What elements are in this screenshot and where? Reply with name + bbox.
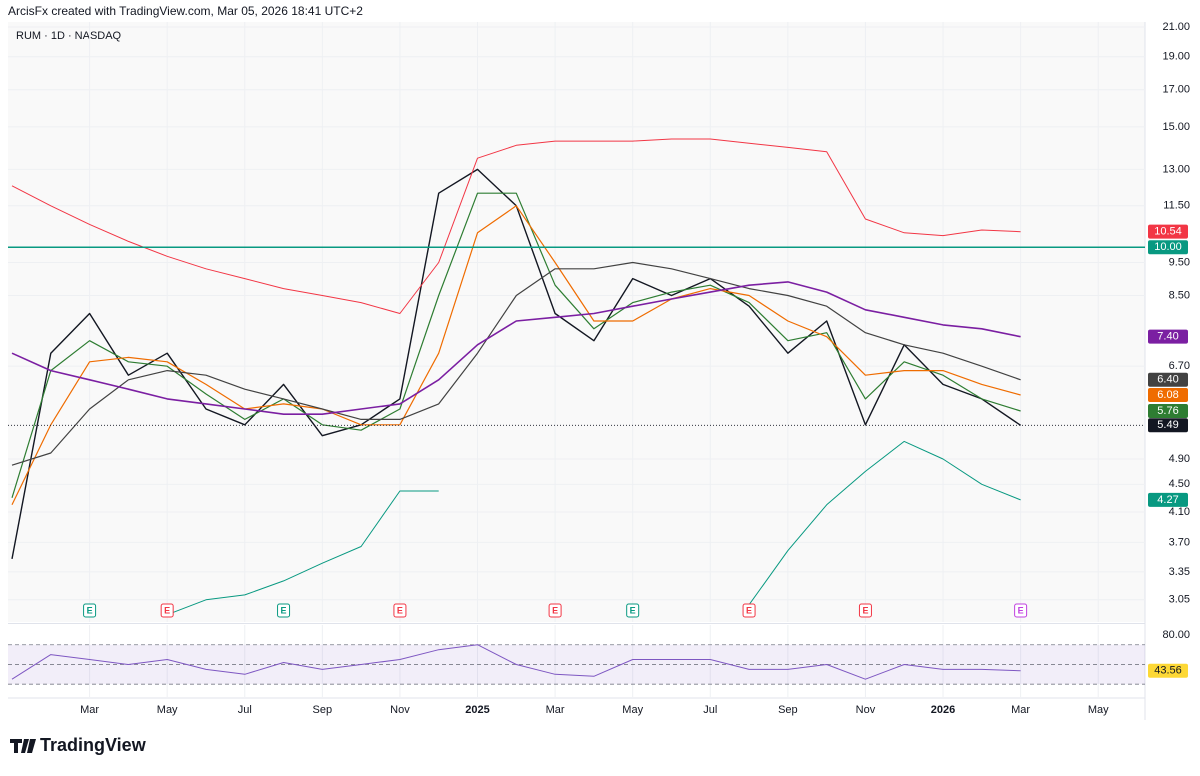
x-tick-label: Mar: [546, 704, 565, 716]
y-tick-label: 4.10: [1169, 506, 1190, 518]
symbol-title: RUM · 1D · NASDAQ: [16, 30, 122, 42]
x-tick-label: Mar: [1011, 704, 1030, 716]
earnings-marker: [1014, 603, 1028, 618]
x-tick-label: May: [1088, 704, 1109, 716]
earnings-label: E: [862, 605, 868, 615]
y-tick-label: 80.00: [1162, 629, 1190, 641]
price-badge: [1148, 329, 1188, 344]
plot-layer: [8, 22, 1145, 622]
x-tick-label: Sep: [778, 704, 798, 716]
x-tick-label: Jul: [703, 704, 717, 716]
y-tick-label: 8.50: [1169, 289, 1190, 301]
earnings-label: E: [746, 605, 752, 615]
y-tick-label: 3.05: [1169, 594, 1190, 606]
price-badge: [1148, 387, 1188, 402]
y-tick-label: 6.70: [1169, 360, 1190, 372]
y-tick-label: 3.70: [1169, 536, 1190, 548]
plot-layer: [8, 644, 1145, 685]
x-tick-label: Nov: [390, 704, 410, 716]
price-badge-label: 43.56: [1154, 665, 1182, 677]
price-badge-label: 4.27: [1157, 494, 1178, 506]
y-tick-label: 21.00: [1162, 21, 1190, 33]
series-line: [11, 138, 1021, 314]
earnings-marker: [626, 603, 640, 618]
main-pane: [8, 22, 1145, 622]
y-tick-label: 3.35: [1169, 566, 1190, 578]
rsi-pane: [8, 625, 1145, 697]
price-badge-label: 6.40: [1157, 374, 1178, 386]
earnings-marker: [83, 603, 97, 618]
y-tick-label: 15.00: [1162, 121, 1190, 133]
y-tick-label: 19.00: [1162, 51, 1190, 63]
x-tick-label: Mar: [80, 704, 99, 716]
price-badge: [1148, 224, 1188, 239]
x-tick-label: Nov: [856, 704, 876, 716]
series-line: [11, 192, 1021, 498]
price-badge: [1148, 240, 1188, 255]
earnings-label: E: [164, 605, 170, 615]
earnings-label: E: [87, 605, 93, 615]
price-badge: [1148, 663, 1188, 678]
series-line: [11, 644, 1021, 680]
series-line: [11, 281, 1021, 415]
brand-name: TradingView: [40, 735, 147, 755]
earnings-marker: [858, 603, 872, 618]
earnings-marker: [277, 603, 291, 618]
x-tick-label: May: [157, 704, 178, 716]
x-tick-label: 2025: [465, 704, 489, 716]
earnings-marker: [393, 603, 407, 618]
x-tick-label: Jul: [238, 704, 252, 716]
y-tick-label: 13.00: [1162, 163, 1190, 175]
series-line: [11, 205, 1021, 506]
earnings-marker: [160, 603, 174, 618]
price-badge: [1148, 372, 1188, 387]
x-tick-label: 2026: [931, 704, 955, 716]
earnings-label: E: [1018, 605, 1024, 615]
price-badge: [1148, 418, 1188, 433]
earnings-marker: [548, 603, 562, 618]
price-badge-label: 6.08: [1157, 389, 1178, 401]
series-line: [11, 261, 1021, 466]
y-tick-label: 4.90: [1169, 453, 1190, 465]
earnings-label: E: [281, 605, 287, 615]
earnings-label: E: [397, 605, 403, 615]
earnings-label: E: [630, 605, 636, 615]
y-tick-label: 17.00: [1162, 84, 1190, 96]
earnings-marker: [742, 603, 756, 618]
series-line: [167, 440, 1021, 616]
y-tick-label: 4.50: [1169, 478, 1190, 490]
price-badge-label: 10.00: [1154, 241, 1182, 253]
price-badge: [1148, 492, 1188, 507]
credit: ArcisFx created with TradingView.com, Ma…: [8, 4, 363, 18]
x-tick-label: Sep: [313, 704, 333, 716]
brand-logo: TradingView: [10, 735, 147, 755]
price-badge-label: 10.54: [1154, 226, 1182, 238]
x-tick-label: May: [622, 704, 643, 716]
y-tick-label: 11.50: [1163, 200, 1190, 212]
earnings-label: E: [552, 605, 558, 615]
price-badge-label: 5.49: [1157, 419, 1178, 431]
y-tick-label: 9.50: [1169, 256, 1190, 268]
price-badge-label: 7.40: [1157, 331, 1178, 343]
price-badge-label: 5.76: [1157, 405, 1178, 417]
price-badge: [1148, 404, 1188, 419]
